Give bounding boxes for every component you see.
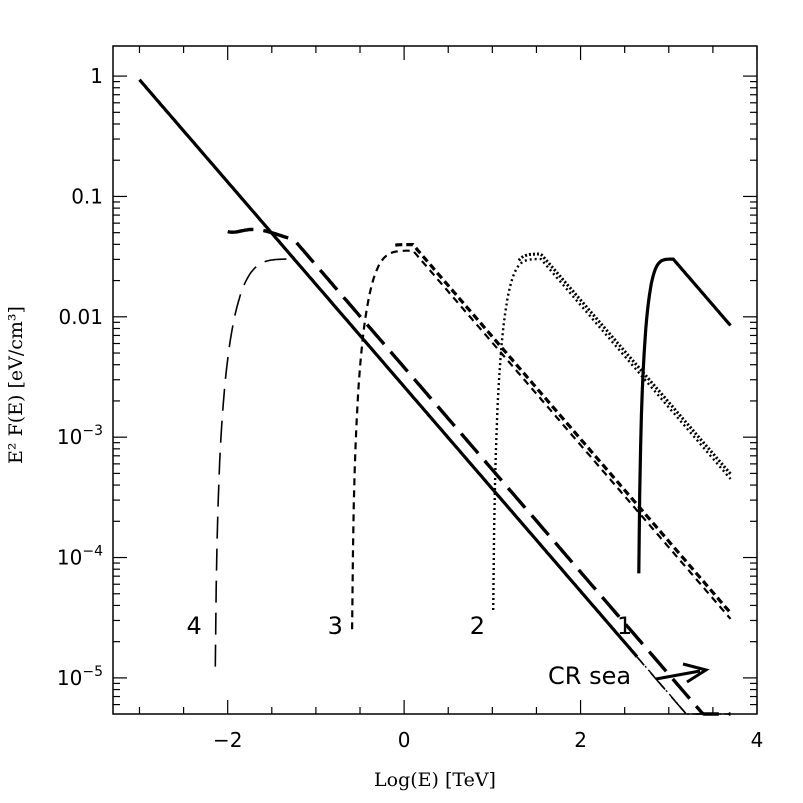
cr-sea-label: CR sea bbox=[548, 662, 631, 690]
total-curve-2 bbox=[517, 252, 732, 475]
total-curve-3 bbox=[395, 243, 732, 614]
cr-sea-line bbox=[637, 657, 730, 715]
y-tick-label: 1 bbox=[90, 64, 103, 88]
y-axis-label: E² F(E) [eV/cm³] bbox=[5, 306, 27, 464]
cr-sea-arrow-shaft bbox=[655, 669, 701, 681]
source-curve-2 bbox=[492, 257, 732, 611]
y-tick-label: 0.1 bbox=[71, 184, 103, 208]
y-tick-exponent: −5 bbox=[82, 664, 103, 680]
y-tick-label: 10−3 bbox=[57, 423, 103, 449]
labels: 4 3 2 1 CR sea bbox=[187, 612, 710, 690]
total-curve-1 bbox=[138, 78, 639, 658]
y-tick-label: 0.01 bbox=[58, 305, 103, 329]
x-axis-label: Log(E) [TeV] bbox=[374, 769, 496, 791]
source-curve-1 bbox=[637, 257, 732, 574]
source-curve-4 bbox=[214, 258, 731, 715]
y-tick-exponent: −3 bbox=[82, 423, 103, 439]
plot-frame bbox=[112, 45, 758, 715]
ticks: −2 0 2 4 1 0.1 0.01 10−3 10−4 10−5 bbox=[57, 46, 763, 752]
curves bbox=[138, 78, 732, 716]
y-tick-label: 10−4 bbox=[57, 544, 103, 570]
y-tick-exponent: −4 bbox=[82, 544, 103, 560]
curve-label-2: 2 bbox=[470, 612, 485, 640]
curve-label-1: 1 bbox=[617, 612, 632, 640]
source-curve-3 bbox=[351, 249, 732, 630]
curve-label-4: 4 bbox=[187, 612, 202, 640]
x-tick-label: 4 bbox=[751, 728, 764, 752]
x-tick-label: 0 bbox=[398, 728, 411, 752]
cr-sea-arrow-head bbox=[682, 662, 710, 684]
y-tick-label: 10−5 bbox=[57, 664, 103, 690]
total-curve-4 bbox=[227, 227, 731, 716]
x-tick-label: −2 bbox=[213, 728, 242, 752]
x-tick-label: 2 bbox=[574, 728, 587, 752]
curve-label-3: 3 bbox=[328, 612, 343, 640]
